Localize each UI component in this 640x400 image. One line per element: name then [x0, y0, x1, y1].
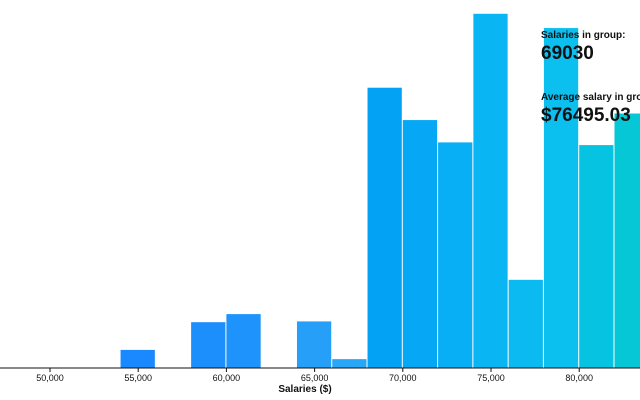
salaries-count-label: Salaries in group:: [541, 30, 626, 41]
histogram-bar[interactable]: [614, 113, 640, 368]
histogram-bar[interactable]: [543, 28, 579, 368]
average-salary-label: Average salary in group:: [541, 92, 640, 103]
histogram-bar[interactable]: [473, 13, 508, 369]
x-tick-label: 70,000: [389, 373, 417, 383]
histogram-bar[interactable]: [367, 87, 402, 368]
x-axis-title: Salaries ($): [278, 384, 331, 395]
average-salary-value: $76495.03: [541, 105, 631, 126]
histogram-bar[interactable]: [296, 321, 332, 368]
x-tick-label: 75,000: [477, 373, 505, 383]
histogram-bar[interactable]: [332, 359, 367, 368]
x-tick-label: 55,000: [124, 373, 152, 383]
x-axis-ticks: 45,00050,00055,00060,00065,00070,00075,0…: [36, 368, 593, 383]
histogram-bar[interactable]: [191, 322, 226, 368]
x-tick-label: 60,000: [213, 373, 241, 383]
salaries-count-value: 69030: [541, 43, 594, 64]
x-tick-label: 50,000: [36, 373, 64, 383]
x-tick-label: 80,000: [565, 373, 593, 383]
histogram-bar[interactable]: [226, 314, 261, 368]
histogram-bar[interactable]: [438, 142, 473, 368]
histogram-bar[interactable]: [402, 120, 438, 368]
x-tick-label: 65,000: [301, 373, 329, 383]
group-stats-panel: Salaries in group: 69030 Average salary …: [541, 30, 640, 126]
histogram-bar[interactable]: [120, 349, 155, 368]
histogram-bar[interactable]: [508, 279, 543, 368]
histogram-bar[interactable]: [579, 145, 614, 368]
histogram-bars: [120, 13, 640, 369]
